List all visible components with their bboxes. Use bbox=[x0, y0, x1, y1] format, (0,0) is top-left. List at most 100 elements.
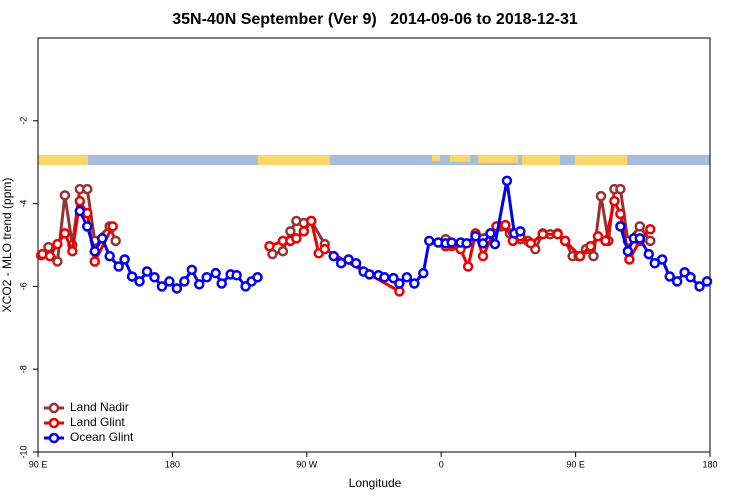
data-point bbox=[126, 271, 138, 282]
data-point bbox=[59, 190, 71, 201]
data-point bbox=[656, 254, 668, 265]
y-tick-label: -4 bbox=[18, 200, 28, 208]
data-point bbox=[622, 245, 634, 257]
data-point bbox=[461, 238, 472, 249]
data-point bbox=[525, 238, 537, 249]
chart-title: 35N-40N September (Ver 9) 2014-09-06 to … bbox=[172, 11, 578, 28]
data-point bbox=[671, 276, 683, 287]
legend-label: Ocean Glint bbox=[70, 430, 134, 444]
y-tick-label: -2 bbox=[18, 117, 28, 125]
data-point bbox=[685, 272, 696, 283]
data-point bbox=[462, 261, 474, 272]
data-point bbox=[609, 195, 620, 207]
data-point bbox=[485, 228, 496, 239]
x-axis-label: Longitude bbox=[349, 476, 402, 490]
data-point bbox=[489, 238, 501, 250]
x-tick-label: 90 E bbox=[29, 459, 48, 469]
data-point bbox=[574, 250, 586, 262]
data-point bbox=[350, 257, 362, 269]
data-point bbox=[186, 264, 198, 276]
legend-marker bbox=[48, 417, 60, 429]
data-point bbox=[231, 269, 242, 281]
data-point bbox=[134, 276, 145, 287]
data-point bbox=[477, 250, 489, 262]
data-point bbox=[319, 243, 330, 255]
data-point bbox=[264, 240, 275, 252]
data-point bbox=[89, 256, 100, 267]
data-point bbox=[291, 233, 302, 244]
data-point bbox=[559, 235, 571, 247]
data-point bbox=[515, 226, 526, 237]
data-point bbox=[424, 235, 435, 247]
data-point bbox=[252, 272, 263, 283]
data-point bbox=[171, 283, 183, 294]
y-axis-label: XCO2 - MLO trend (ppm) bbox=[0, 178, 14, 313]
data-point bbox=[285, 226, 296, 237]
plot-frame bbox=[37, 37, 711, 453]
data-point bbox=[615, 208, 626, 220]
data-point bbox=[179, 276, 190, 287]
data-point bbox=[694, 281, 705, 292]
data-point bbox=[141, 266, 153, 277]
data-point bbox=[409, 278, 420, 289]
data-point bbox=[645, 235, 656, 247]
data-point bbox=[110, 235, 121, 247]
x-tick-label: 180 bbox=[702, 459, 717, 469]
legend-marker bbox=[48, 432, 60, 444]
data-point bbox=[328, 250, 339, 262]
y-tick-label: -6 bbox=[18, 282, 28, 290]
data-point bbox=[59, 228, 71, 239]
data-point bbox=[298, 226, 310, 237]
data-point bbox=[645, 224, 656, 235]
data-point bbox=[600, 235, 611, 247]
data-point bbox=[592, 231, 604, 242]
data-point bbox=[89, 245, 100, 257]
data-point bbox=[119, 254, 130, 265]
legend-label: Land Nadir bbox=[70, 400, 129, 414]
data-point bbox=[104, 250, 115, 262]
data-point bbox=[113, 261, 124, 272]
data-point bbox=[701, 276, 713, 287]
data-point bbox=[156, 281, 168, 292]
data-point bbox=[588, 250, 599, 262]
data-point bbox=[585, 240, 596, 252]
data-point bbox=[364, 269, 375, 280]
data-point bbox=[615, 183, 626, 195]
x-tick-label: 180 bbox=[165, 459, 180, 469]
land-mask-strip bbox=[38, 155, 710, 165]
data-point bbox=[595, 190, 607, 202]
y-tick-label: -10 bbox=[18, 445, 28, 458]
data-point bbox=[149, 272, 160, 283]
data-point bbox=[164, 276, 175, 287]
data-point bbox=[43, 241, 54, 253]
data-point bbox=[210, 267, 221, 279]
data-point bbox=[634, 221, 646, 232]
y-tick-label: -8 bbox=[18, 365, 28, 373]
data-point bbox=[634, 233, 646, 244]
data-point bbox=[74, 195, 86, 207]
data-point bbox=[552, 228, 563, 240]
data-point bbox=[96, 233, 108, 244]
data-point bbox=[418, 267, 429, 279]
data-point bbox=[446, 237, 457, 248]
data-point bbox=[82, 221, 93, 232]
data-point bbox=[477, 238, 489, 249]
data-point bbox=[52, 238, 63, 250]
data-point bbox=[44, 250, 56, 262]
data-point bbox=[74, 205, 86, 217]
legend-marker bbox=[48, 402, 60, 414]
data-point bbox=[615, 221, 626, 232]
data-point bbox=[82, 183, 93, 195]
x-tick-label: 0 bbox=[439, 459, 444, 469]
x-tick-label: 90 W bbox=[296, 459, 318, 469]
data-point bbox=[216, 278, 227, 289]
data-point bbox=[401, 272, 413, 283]
data-point bbox=[201, 272, 212, 283]
data-point bbox=[624, 254, 635, 265]
data-point bbox=[277, 245, 289, 257]
data-point bbox=[537, 228, 548, 240]
data-point bbox=[470, 231, 481, 242]
data-point bbox=[194, 279, 205, 290]
